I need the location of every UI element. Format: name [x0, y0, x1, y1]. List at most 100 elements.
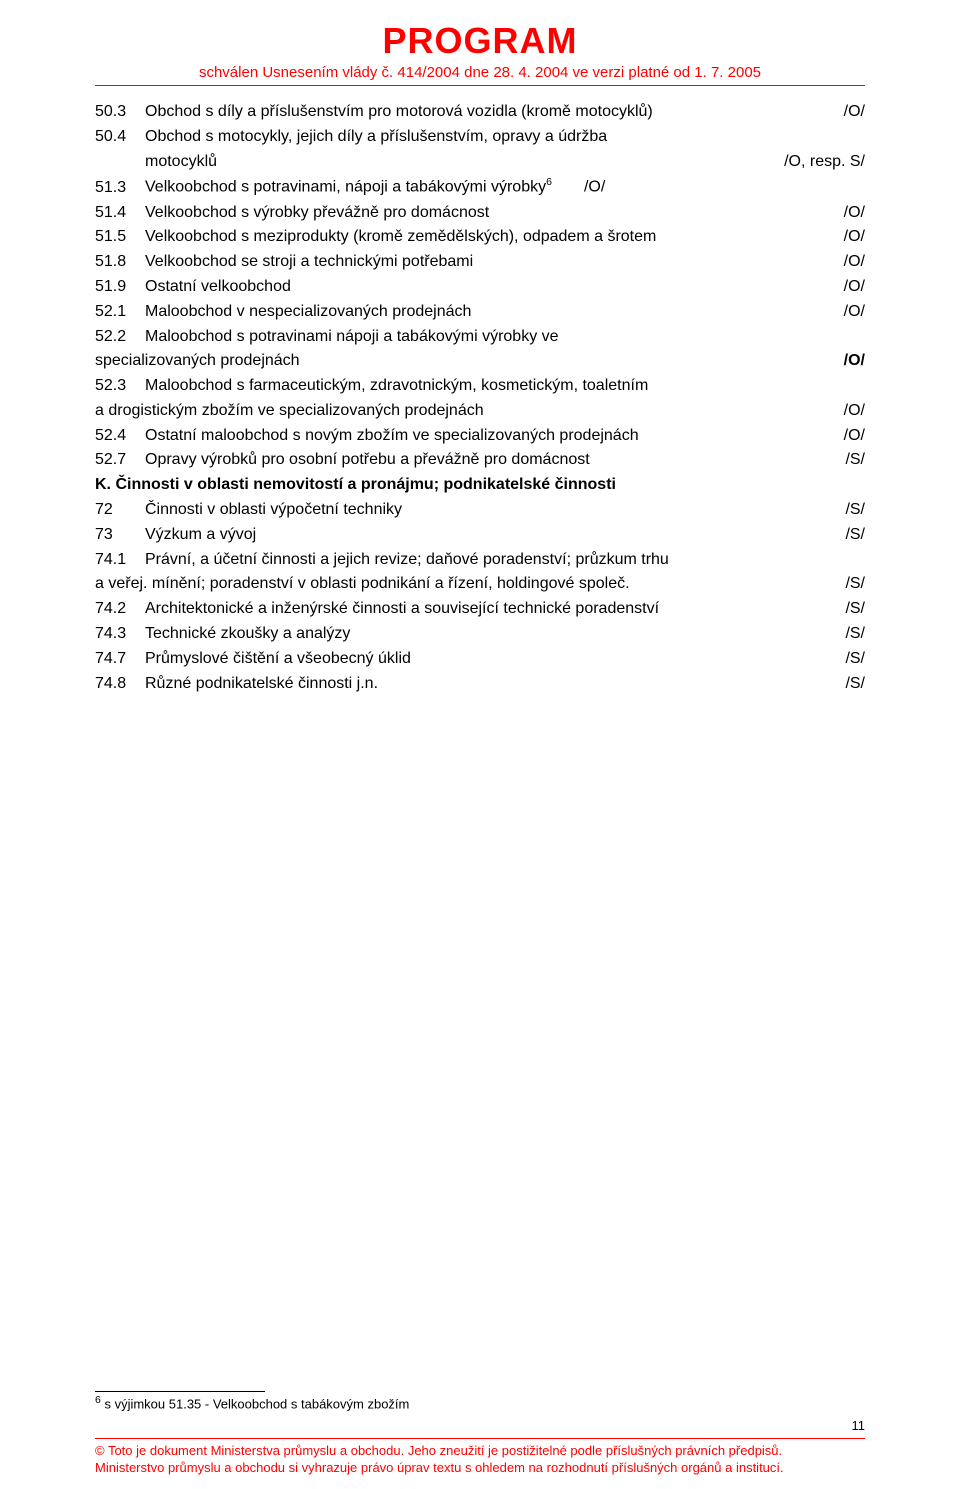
row-text: 73Výzkum a vývoj: [95, 523, 775, 548]
row-code: 74.7: [95, 647, 145, 672]
row-tag: /O/: [775, 225, 865, 250]
content-row: 74.1Právní, a účetní činnosti a jejich r…: [95, 548, 865, 573]
row-indent: [95, 150, 145, 175]
row-text: a drogistickým zbožím ve specializovanýc…: [95, 399, 775, 424]
content-row: 52.4Ostatní maloobchod s novým zbožím ve…: [95, 424, 865, 449]
content-row: motocyklů/O, resp. S/: [95, 150, 865, 175]
row-label: Opravy výrobků pro osobní potřebu a přev…: [145, 451, 590, 468]
row-label: Technické zkoušky a analýzy: [145, 625, 350, 642]
row-label: Výzkum a vývoj: [145, 526, 256, 543]
row-label: motocyklů: [145, 153, 217, 170]
content-row: 74.2Architektonické a inženýrské činnost…: [95, 597, 865, 622]
row-label: Právní, a účetní činnosti a jejich reviz…: [145, 551, 669, 568]
row-label: Velkoobchod se stroji a technickými potř…: [145, 253, 473, 270]
content-row: 51.4Velkoobchod s výrobky převážně pro d…: [95, 201, 865, 226]
footnote-body: s výjimkou 51.35 - Velkoobchod s tabákov…: [101, 1396, 410, 1411]
row-text: 51.4Velkoobchod s výrobky převážně pro d…: [95, 201, 775, 226]
content-row: specializovaných prodejnách/O/: [95, 349, 865, 374]
row-label: Různé podnikatelské činnosti j.n.: [145, 675, 378, 692]
content-row: 50.3Obchod s díly a příslušenstvím pro m…: [95, 100, 865, 125]
bottom-divider: [95, 1438, 865, 1439]
row-code: 52.7: [95, 448, 145, 473]
content-row: K. Činnosti v oblasti nemovitostí a pron…: [95, 473, 865, 498]
content-row: 52.1Maloobchod v nespecializovaných prod…: [95, 300, 865, 325]
row-code: 72: [95, 498, 145, 523]
row-code: 52.2: [95, 325, 145, 350]
page-number: 11: [852, 1418, 866, 1433]
row-text: 74.3Technické zkoušky a analýzy: [95, 622, 775, 647]
row-code: 74.3: [95, 622, 145, 647]
content-row: a drogistickým zbožím ve specializovanýc…: [95, 399, 865, 424]
row-text: 51.5Velkoobchod s meziprodukty (kromě ze…: [95, 225, 775, 250]
row-label: Činnosti v oblasti výpočetní techniky: [145, 501, 402, 518]
row-tag: /O/: [775, 250, 865, 275]
row-code: 51.9: [95, 275, 145, 300]
row-text: a veřej. mínění; poradenství v oblasti p…: [95, 572, 775, 597]
row-tag: /O/: [775, 424, 865, 449]
row-label: Velkoobchod s meziprodukty (kromě zemědě…: [145, 228, 656, 245]
content-row: 74.7Průmyslové čištění a všeobecný úklid…: [95, 647, 865, 672]
row-label: Maloobchod s farmaceutickým, zdravotnick…: [145, 377, 648, 394]
row-text: 51.8Velkoobchod se stroji a technickými …: [95, 250, 775, 275]
row-label: Velkoobchod s výrobky převážně pro domác…: [145, 204, 489, 221]
row-code: 51.8: [95, 250, 145, 275]
row-code: 52.3: [95, 374, 145, 399]
top-divider: [95, 85, 865, 86]
row-code: 50.4: [95, 125, 145, 150]
row-tag: /S/: [775, 597, 865, 622]
row-code: 52.1: [95, 300, 145, 325]
row-label: a veřej. mínění; poradenství v oblasti p…: [95, 575, 630, 592]
row-tag: /O/: [552, 179, 605, 196]
content-row: 51.9Ostatní velkoobchod/O/: [95, 275, 865, 300]
row-label: Maloobchod v nespecializovaných prodejná…: [145, 303, 471, 320]
header-block: PROGRAM schválen Usnesením vlády č. 414/…: [95, 20, 865, 81]
row-text: 51.9Ostatní velkoobchod: [95, 275, 775, 300]
row-tag: /S/: [775, 523, 865, 548]
content-row: 74.8Různé podnikatelské činnosti j.n./S/: [95, 672, 865, 697]
row-text: 50.3Obchod s díly a příslušenstvím pro m…: [95, 100, 775, 125]
row-label: Architektonické a inženýrské činnosti a …: [145, 600, 659, 617]
row-code: 50.3: [95, 100, 145, 125]
row-text: K. Činnosti v oblasti nemovitostí a pron…: [95, 473, 865, 498]
row-text: 74.2Architektonické a inženýrské činnost…: [95, 597, 775, 622]
row-tag: /O/: [775, 201, 865, 226]
row-code: 74.2: [95, 597, 145, 622]
row-tag: /O/: [775, 349, 865, 374]
row-tag: /S/: [775, 647, 865, 672]
row-tag: /O/: [775, 399, 865, 424]
row-text: 51.3Velkoobchod s potravinami, nápoji a …: [95, 174, 865, 200]
row-text: 50.4Obchod s motocykly, jejich díly a př…: [95, 125, 775, 150]
footer-block: © Toto je dokument Ministerstva průmyslu…: [95, 1442, 865, 1477]
row-code: 74.1: [95, 548, 145, 573]
page-subtitle: schválen Usnesením vlády č. 414/2004 dne…: [95, 64, 865, 81]
row-tag: /O/: [775, 275, 865, 300]
row-text: 74.8Různé podnikatelské činnosti j.n.: [95, 672, 775, 697]
row-code: 52.4: [95, 424, 145, 449]
row-code: 51.5: [95, 225, 145, 250]
page-title: PROGRAM: [95, 20, 865, 62]
row-text: 52.1Maloobchod v nespecializovaných prod…: [95, 300, 775, 325]
footnote-block: 6 s výjimkou 51.35 - Velkoobchod s tabák…: [95, 1391, 865, 1411]
row-text: 52.7Opravy výrobků pro osobní potřebu a …: [95, 448, 775, 473]
row-text: specializovaných prodejnách: [95, 349, 775, 374]
row-tag: /O, resp. S/: [775, 150, 865, 175]
content-row: 52.7Opravy výrobků pro osobní potřebu a …: [95, 448, 865, 473]
row-text: 74.1Právní, a účetní činnosti a jejich r…: [95, 548, 775, 573]
content-row: 51.3Velkoobchod s potravinami, nápoji a …: [95, 174, 865, 200]
content-row: 73Výzkum a vývoj/S/: [95, 523, 865, 548]
content-list: 50.3Obchod s díly a příslušenstvím pro m…: [95, 100, 865, 696]
row-label: Ostatní maloobchod s novým zbožím ve spe…: [145, 427, 639, 444]
content-row: 52.2Maloobchod s potravinami nápoji a ta…: [95, 325, 865, 350]
content-row: 51.8Velkoobchod se stroji a technickými …: [95, 250, 865, 275]
row-label: Průmyslové čištění a všeobecný úklid: [145, 650, 411, 667]
row-label: Maloobchod s potravinami nápoji a tabáko…: [145, 328, 559, 345]
row-tag: /S/: [775, 672, 865, 697]
row-label: Velkoobchod s potravinami, nápoji a tabá…: [145, 179, 546, 196]
row-text: 74.7Průmyslové čištění a všeobecný úklid: [95, 647, 775, 672]
footnote-rule: [95, 1391, 265, 1392]
footer-line-1: © Toto je dokument Ministerstva průmyslu…: [95, 1442, 865, 1460]
row-tag: /S/: [775, 572, 865, 597]
row-code: 51.4: [95, 201, 145, 226]
row-code: 74.8: [95, 672, 145, 697]
content-row: 51.5Velkoobchod s meziprodukty (kromě ze…: [95, 225, 865, 250]
